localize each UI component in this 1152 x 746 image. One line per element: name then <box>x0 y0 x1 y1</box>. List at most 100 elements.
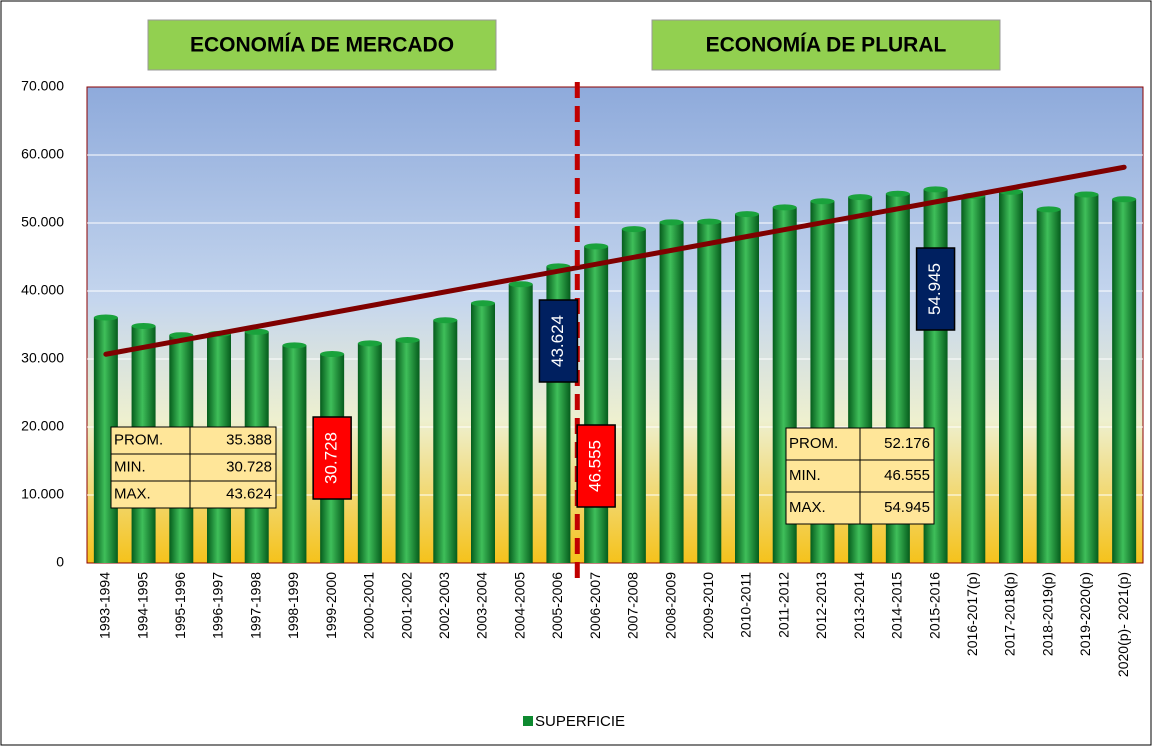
stat-cell <box>189 480 277 509</box>
stat-value: 52.176 <box>884 435 930 452</box>
data-label-box <box>538 299 579 383</box>
bar-cap <box>395 336 420 343</box>
x-tick-label: 2001-2002 <box>398 572 414 639</box>
stat-value: 54.945 <box>884 499 930 516</box>
bar <box>659 222 684 563</box>
bar <box>471 303 495 563</box>
bar-cap <box>1036 206 1061 213</box>
bar <box>395 339 420 563</box>
x-tick-label: 2002-2003 <box>436 572 452 639</box>
stat-value: 43.624 <box>226 485 272 502</box>
bar-cap <box>810 198 835 205</box>
bar <box>621 229 646 563</box>
stat-cell <box>785 427 861 461</box>
x-tick-label: 2009-2010 <box>700 572 716 639</box>
data-label-box <box>915 247 956 331</box>
stat-cell <box>189 426 277 455</box>
x-tick-label: 2003-2004 <box>474 572 490 639</box>
bar-cap <box>244 328 269 335</box>
stat-cell <box>859 459 935 493</box>
y-tick-label: 20.000 <box>21 418 64 434</box>
bar-cap <box>735 211 759 218</box>
data-label-box <box>576 424 616 508</box>
bar-cap <box>471 300 495 307</box>
y-tick-label: 0 <box>56 554 64 570</box>
stat-value: 46.555 <box>884 467 930 484</box>
legend-label: SUPERFICIE <box>535 713 625 730</box>
bar <box>1036 209 1061 563</box>
x-tick-label: 2014-2015 <box>889 572 905 639</box>
bar-cap <box>772 204 797 211</box>
bar-cap <box>357 340 382 347</box>
bar-cap <box>93 314 118 321</box>
data-label: 54.945 <box>925 263 944 315</box>
header-box <box>651 19 1001 71</box>
bar <box>357 343 382 563</box>
x-tick-label: 1995-1996 <box>172 572 188 639</box>
x-tick-label: 2006-2007 <box>587 572 603 639</box>
x-tick-label: 1997-1998 <box>247 572 263 639</box>
stat-value: 30.728 <box>226 458 272 475</box>
x-tick-label: 1999-2000 <box>323 572 339 639</box>
x-tick-label: 2000-2001 <box>361 572 377 639</box>
x-tick-label: 2005-2006 <box>549 572 565 639</box>
y-tick-label: 70.000 <box>21 78 64 94</box>
stat-cell <box>110 480 191 509</box>
header: ECONOMÍA DE PLURAL <box>706 34 947 57</box>
x-tick-label: 2008-2009 <box>662 572 678 639</box>
header-box <box>147 19 497 71</box>
header: ECONOMÍA DE MERCADO <box>190 34 454 57</box>
bar-cap <box>848 194 873 201</box>
data-label: 46.555 <box>586 440 605 492</box>
trend-line <box>103 164 1127 357</box>
bar-cap <box>659 219 684 226</box>
bar <box>1112 199 1137 563</box>
bar-cap <box>131 323 156 330</box>
x-tick-label: 1996-1997 <box>210 572 226 639</box>
bar-cap <box>621 226 646 233</box>
y-tick-label: 60.000 <box>21 146 64 162</box>
bar-cap <box>282 342 307 349</box>
x-tick-label: 2019-2020(p) <box>1077 572 1093 656</box>
x-tick-label: 2018-2019(p) <box>1039 572 1055 656</box>
x-tick-label: 2015-2016 <box>926 572 942 639</box>
stat-label: MIN. <box>789 467 821 484</box>
bar-cap <box>923 186 948 193</box>
stat-cell <box>785 491 861 525</box>
bar <box>282 345 307 563</box>
x-tick-label: 2012-2013 <box>813 572 829 639</box>
stat-value: 35.388 <box>226 431 272 448</box>
x-tick-label: 2011-2012 <box>775 572 791 638</box>
stat-label: MAX. <box>789 499 826 516</box>
bar <box>433 320 458 563</box>
x-tick-label: 1994-1995 <box>134 572 150 639</box>
stat-cell <box>859 491 935 525</box>
x-tick-label: 1993-1994 <box>97 572 113 639</box>
data-label: 30.728 <box>322 432 341 484</box>
data-label: 43.624 <box>548 315 567 367</box>
stat-label: MIN. <box>114 458 146 475</box>
legend-swatch <box>523 716 533 726</box>
stat-cell <box>189 453 277 482</box>
bar <box>961 195 986 564</box>
bar <box>999 191 1023 563</box>
bar-cap <box>1112 196 1137 203</box>
bar <box>735 214 759 563</box>
bar-cap <box>433 317 458 324</box>
bar <box>697 221 722 563</box>
y-tick-label: 50.000 <box>21 214 64 230</box>
bar <box>1074 194 1099 563</box>
x-tick-label: 2007-2008 <box>625 572 641 639</box>
x-tick-label: 2017-2018(p) <box>1002 572 1018 656</box>
stat-label: PROM. <box>789 435 838 452</box>
x-tick-label: 2016-2017(p) <box>964 572 980 656</box>
x-tick-label: 2004-2005 <box>511 572 527 639</box>
bar-cap <box>508 281 533 288</box>
bar-cap <box>169 332 194 339</box>
data-label-box <box>312 416 352 500</box>
bar-cap <box>885 190 910 197</box>
bar-cap <box>697 218 722 225</box>
bar-cap <box>584 243 609 250</box>
y-tick-label: 10.000 <box>21 486 64 502</box>
